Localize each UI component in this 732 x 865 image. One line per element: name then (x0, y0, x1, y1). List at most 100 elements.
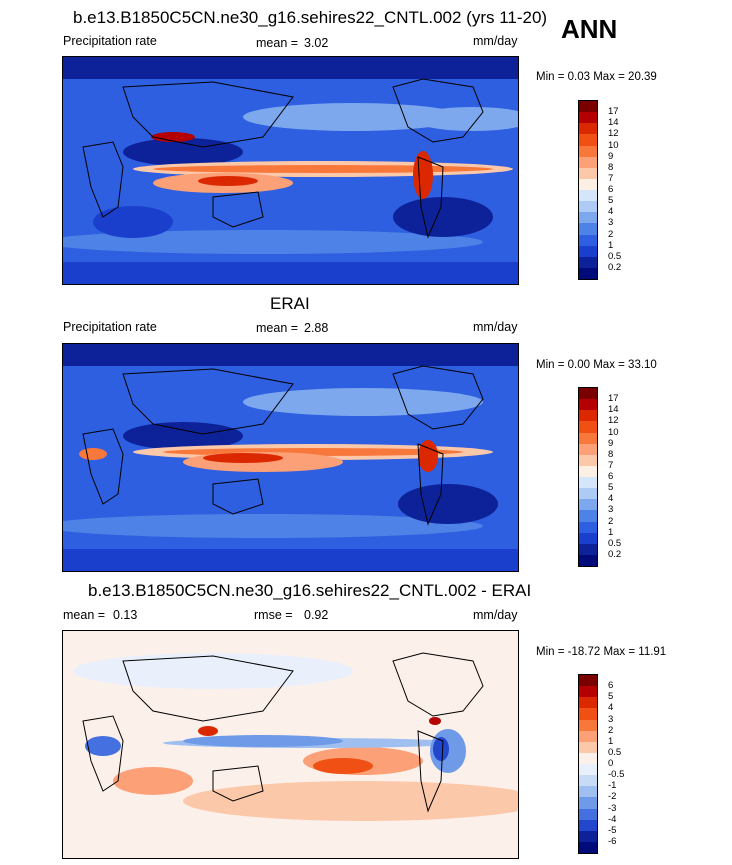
colorbar-swatch (579, 201, 597, 213)
colorbar-swatch (579, 819, 597, 831)
colorbar-swatch (579, 223, 597, 235)
colorbar-swatch (579, 752, 597, 764)
colorbar-tick-label: -3 (608, 802, 617, 814)
colorbar-swatch (579, 477, 597, 489)
colorbar-swatch (579, 465, 597, 477)
colorbar-tick-label: 3 (608, 217, 614, 229)
colorbar-tick-label: 3 (608, 504, 614, 516)
colorbar-swatch (579, 521, 597, 533)
colorbar-swatch (579, 156, 597, 168)
panel1-title: b.e13.B1850C5CN.ne30_g16.sehires22_CNTL.… (73, 8, 548, 27)
colorbar-tick-label: -4 (608, 813, 617, 825)
panel1-variable-label: Precipitation rate (63, 34, 157, 48)
panel3-mean-label: mean = (63, 608, 106, 622)
colorbar-tick-label: 7 (608, 172, 614, 184)
colorbar-swatch (579, 101, 597, 113)
colorbar-tick-label: 6 (608, 184, 614, 195)
panel3-rmse-label: rmse = (254, 608, 293, 622)
colorbar-swatch (579, 234, 597, 246)
panel2-map (62, 343, 519, 572)
panel3-map-field (63, 631, 518, 858)
colorbar-swatch (579, 686, 597, 698)
colorbar-tick-label: 10 (608, 426, 619, 438)
colorbar-swatch (579, 167, 597, 179)
colorbar-tick-label: 4 (608, 702, 614, 714)
colorbar-tick-label: 7 (608, 459, 614, 471)
colorbar-swatch (579, 256, 597, 268)
panel1-colorbar (578, 100, 598, 280)
colorbar-tick-label: -6 (608, 835, 617, 847)
colorbar-tick-label: 10 (608, 139, 619, 151)
panel2-units: mm/day (473, 320, 518, 334)
panel3-colorbar (578, 674, 598, 854)
colorbar-tick-label: -5 (608, 824, 617, 836)
colorbar-swatch (579, 830, 597, 842)
colorbar-swatch (579, 178, 597, 190)
panel2-title: ERAI (270, 294, 310, 313)
colorbar-swatch (579, 145, 597, 157)
colorbar-swatch (579, 399, 597, 411)
colorbar-swatch (579, 510, 597, 522)
panel2-variable-label: Precipitation rate (63, 320, 157, 334)
panel1-minmax: Min = 0.03 Max = 20.39 (536, 71, 657, 83)
colorbar-tick-label: 14 (608, 117, 619, 129)
colorbar-tick-label: 5 (608, 195, 614, 207)
colorbar-swatch (579, 841, 597, 853)
colorbar-tick-label: 8 (608, 448, 614, 460)
colorbar-swatch (579, 488, 597, 500)
panel3-map (62, 630, 519, 859)
colorbar-swatch (579, 454, 597, 466)
panel3-title: b.e13.B1850C5CN.ne30_g16.sehires22_CNTL.… (88, 581, 532, 600)
colorbar-swatch (579, 675, 597, 687)
colorbar-swatch (579, 730, 597, 742)
panel1-units: mm/day (473, 34, 518, 48)
colorbar-tick-label: 2 (608, 724, 614, 736)
colorbar-swatch (579, 543, 597, 555)
colorbar-swatch (579, 267, 597, 279)
colorbar-tick-label: 1 (608, 239, 614, 251)
panel3-minmax: Min = -18.72 Max = 11.91 (536, 646, 667, 658)
colorbar-tick-label: 12 (608, 128, 619, 140)
colorbar-swatch (579, 112, 597, 124)
panel1-map (62, 56, 519, 285)
colorbar-tick-label: 4 (608, 206, 614, 218)
colorbar-swatch (579, 190, 597, 202)
colorbar-swatch (579, 719, 597, 731)
colorbar-tick-label: 0.5 (608, 250, 622, 262)
colorbar-swatch (579, 499, 597, 511)
colorbar-tick-label: 3 (608, 713, 614, 725)
colorbar-tick-label: 5 (608, 691, 614, 703)
colorbar-tick-label: 0 (608, 758, 614, 769)
panel2-map-field (63, 344, 518, 571)
season-label: ANN (561, 14, 618, 44)
colorbar-swatch (579, 697, 597, 709)
colorbar-tick-label: -1 (608, 780, 617, 792)
colorbar-tick-label: 2 (608, 515, 614, 527)
colorbar-tick-label: 1 (608, 526, 614, 538)
colorbar-swatch (579, 741, 597, 753)
colorbar-tick-label: 5 (608, 482, 614, 494)
panel2-mean-value: 2.88 (304, 321, 329, 335)
panel3-units: mm/day (473, 608, 518, 622)
colorbar-tick-label: 12 (608, 415, 619, 427)
colorbar-swatch (579, 245, 597, 257)
colorbar-tick-label: 0.5 (608, 537, 622, 549)
colorbar-tick-label: 17 (608, 393, 619, 405)
panel1-mean-label: mean = (256, 36, 299, 50)
colorbar-tick-label: 8 (608, 161, 614, 173)
colorbar-tick-label: 17 (608, 106, 619, 118)
colorbar-tick-label: -2 (608, 791, 617, 803)
colorbar-tick-label: 6 (608, 680, 614, 692)
colorbar-swatch (579, 554, 597, 566)
colorbar-tick-label: 0.2 (608, 261, 622, 273)
colorbar-tick-label: 4 (608, 493, 614, 505)
colorbar-swatch (579, 786, 597, 798)
colorbar-tick-label: 2 (608, 228, 614, 240)
colorbar-swatch (579, 764, 597, 776)
colorbar-tick-label: 0.2 (608, 548, 622, 560)
colorbar-swatch (579, 532, 597, 544)
colorbar-swatch (579, 410, 597, 422)
panel3-rmse-value: 0.92 (304, 608, 329, 622)
colorbar-swatch (579, 123, 597, 135)
colorbar-swatch (579, 775, 597, 787)
